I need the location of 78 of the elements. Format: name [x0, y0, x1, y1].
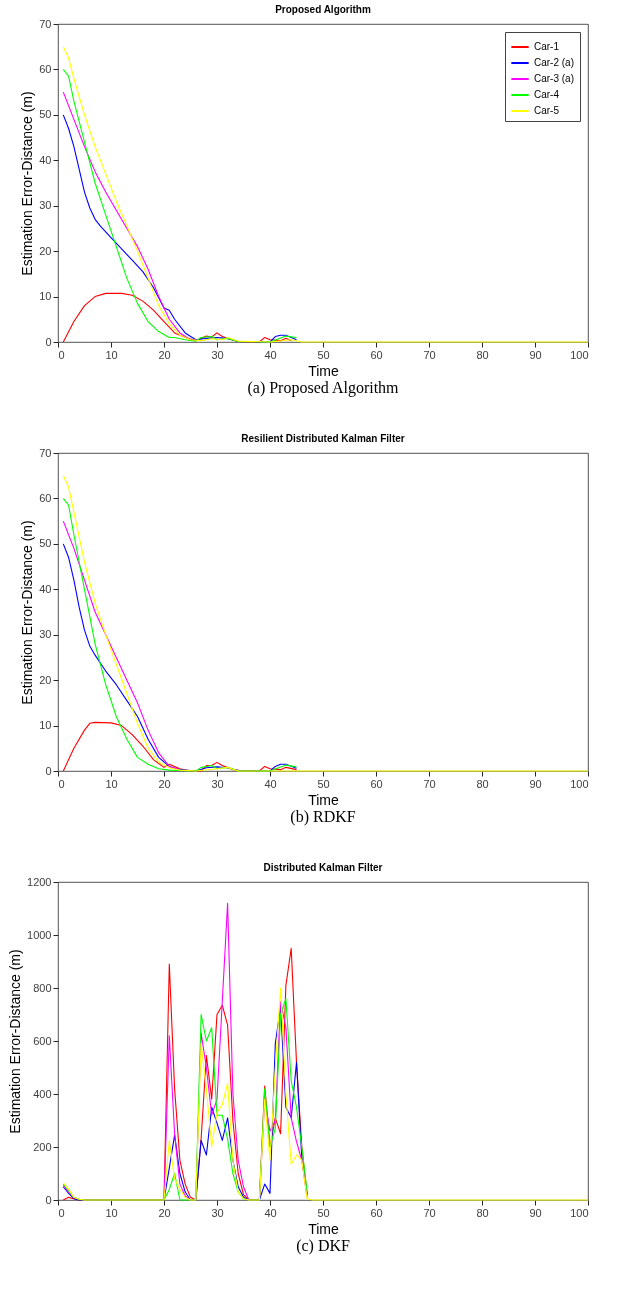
x-tick-label: 20	[158, 348, 171, 361]
x-tick-label: 10	[105, 1206, 118, 1219]
chart-title: Proposed Algorithm	[275, 4, 371, 15]
y-tick-label: 10	[39, 290, 52, 303]
x-tick-label: 80	[476, 1206, 489, 1219]
legend-label: Car-4	[534, 89, 560, 100]
y-tick-label: 30	[39, 628, 52, 641]
text: (a) Proposed Algorithm	[247, 379, 400, 397]
x-tick-label: 100	[570, 348, 589, 361]
x-tick-label: 60	[370, 348, 383, 361]
x-tick-label: 60	[370, 777, 383, 790]
x-tick-label: 90	[529, 777, 542, 790]
line-series	[62, 721, 298, 772]
x-tick-label: 30	[211, 348, 224, 361]
legend-label: Car-5	[534, 105, 560, 116]
x-tick-label: 50	[317, 777, 330, 790]
x-axis-title: Time	[308, 362, 340, 379]
y-tick-label: 1200	[27, 875, 52, 888]
y-tick-label: 40	[39, 582, 52, 595]
x-tick-label: 70	[423, 1206, 436, 1219]
x-tick-label: 0	[58, 777, 65, 790]
x-tick-label: 0	[58, 348, 65, 361]
y-tick-label: 800	[33, 981, 52, 994]
y-tick-label: 70	[39, 446, 52, 459]
y-tick-label: 50	[39, 108, 52, 121]
x-tick-label: 90	[529, 348, 542, 361]
x-axis-title: Time	[308, 791, 340, 808]
text: (b) RDKF	[290, 808, 356, 826]
x-tick-label: 50	[317, 348, 330, 361]
y-tick-label: 400	[33, 1087, 52, 1100]
x-tick-label: 100	[570, 1206, 589, 1219]
y-tick-label: 0	[45, 764, 52, 777]
y-tick-label: 0	[45, 335, 52, 348]
y-tick-label: 50	[39, 537, 52, 550]
y-tick-label: 30	[39, 199, 52, 212]
y-tick-label: 20	[39, 673, 52, 686]
legend-label: Car-3 (a)	[534, 73, 575, 84]
y-tick-label: 200	[33, 1140, 52, 1153]
y-tick-label: 20	[39, 244, 52, 257]
x-tick-label: 30	[211, 1206, 224, 1219]
x-tick-label: 0	[58, 1206, 65, 1219]
y-tick-label: 70	[39, 17, 52, 30]
x-axis-title: Time	[308, 1220, 340, 1237]
x-tick-label: 10	[105, 777, 118, 790]
line-series	[62, 520, 181, 771]
text: (c) DKF	[296, 1237, 350, 1255]
x-tick-label: 40	[264, 1206, 277, 1219]
y-tick-label: 40	[39, 153, 52, 166]
x-tick-label: 20	[158, 777, 171, 790]
line-series	[62, 987, 589, 1201]
line-series	[62, 68, 298, 343]
chart-title: Resilient Distributed Kalman Filter	[241, 433, 405, 444]
x-tick-label: 40	[264, 777, 277, 790]
y-tick-label: 0	[45, 1193, 52, 1206]
x-tick-label: 30	[211, 777, 224, 790]
y-axis-title: Estimation Error-Distance (m)	[19, 520, 36, 705]
chart-title: Distributed Kalman Filter	[263, 862, 383, 873]
y-axis-title: Estimation Error-Distance (m)	[19, 91, 36, 276]
y-tick-label: 60	[39, 62, 52, 75]
y-tick-label: 600	[33, 1034, 52, 1047]
x-tick-label: 20	[158, 1206, 171, 1219]
y-axis-title: Estimation Error-Distance (m)	[7, 949, 24, 1134]
line-series	[62, 475, 589, 772]
x-tick-label: 70	[423, 777, 436, 790]
legend-label: Car-1	[534, 41, 560, 52]
y-tick-label: 1000	[27, 928, 52, 941]
x-tick-label: 60	[370, 1206, 383, 1219]
legend-label: Car-2 (a)	[534, 57, 575, 68]
x-tick-label: 80	[476, 348, 489, 361]
x-tick-label: 90	[529, 1206, 542, 1219]
x-tick-label: 100	[570, 777, 589, 790]
y-tick-label: 60	[39, 491, 52, 504]
x-tick-label: 50	[317, 1206, 330, 1219]
x-tick-label: 70	[423, 348, 436, 361]
y-tick-label: 10	[39, 719, 52, 732]
x-tick-label: 40	[264, 348, 277, 361]
x-tick-label: 80	[476, 777, 489, 790]
x-tick-label: 10	[105, 348, 118, 361]
